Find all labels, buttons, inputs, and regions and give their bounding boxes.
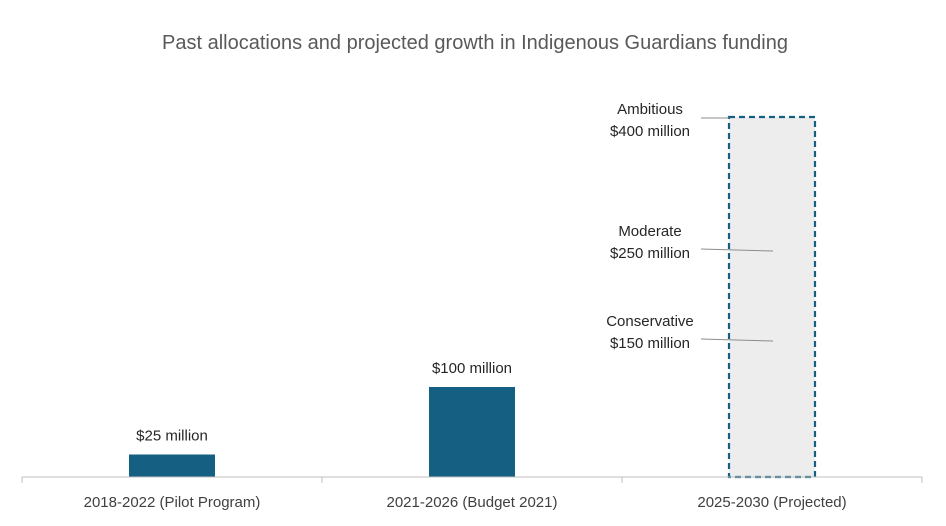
annotation-scenario: Conservative — [606, 313, 694, 330]
annotation-leader-line — [700, 248, 774, 252]
annotation-amount: $250 million — [610, 245, 690, 262]
bar-1 — [129, 454, 215, 477]
chart-title: Past allocations and projected growth in… — [162, 32, 788, 54]
data-label-2: $100 million — [432, 360, 512, 377]
plot-area: $25 million $100 million 2018-2022 (Pilot … — [21, 101, 923, 511]
annotation-scenario: Moderate — [618, 223, 681, 240]
annotation-amount: $400 million — [610, 123, 690, 140]
x-tick-label: 2025-2030 (Projected) — [697, 494, 846, 511]
annotation-amount: $150 million — [610, 335, 690, 352]
annotation-leader-line — [700, 338, 774, 342]
annotation-scenario: Ambitious — [617, 101, 683, 118]
bar-2 — [429, 387, 515, 477]
x-tick-label: 2018-2022 (Pilot Program) — [84, 494, 261, 511]
bar-projected — [727, 115, 817, 479]
data-label-1: $25 million — [136, 428, 208, 445]
x-tick-label: 2021-2026 (Budget 2021) — [387, 494, 558, 511]
